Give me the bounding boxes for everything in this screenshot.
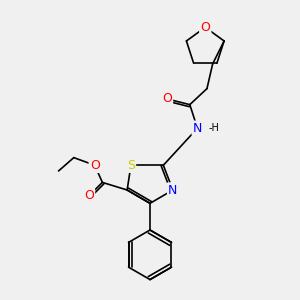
Text: S: S bbox=[127, 159, 135, 172]
Text: O: O bbox=[200, 21, 210, 34]
Text: N: N bbox=[168, 184, 178, 196]
Text: N: N bbox=[193, 122, 202, 135]
Text: -H: -H bbox=[208, 123, 219, 133]
Text: O: O bbox=[90, 159, 100, 172]
Text: O: O bbox=[162, 92, 172, 105]
Text: O: O bbox=[84, 189, 94, 202]
